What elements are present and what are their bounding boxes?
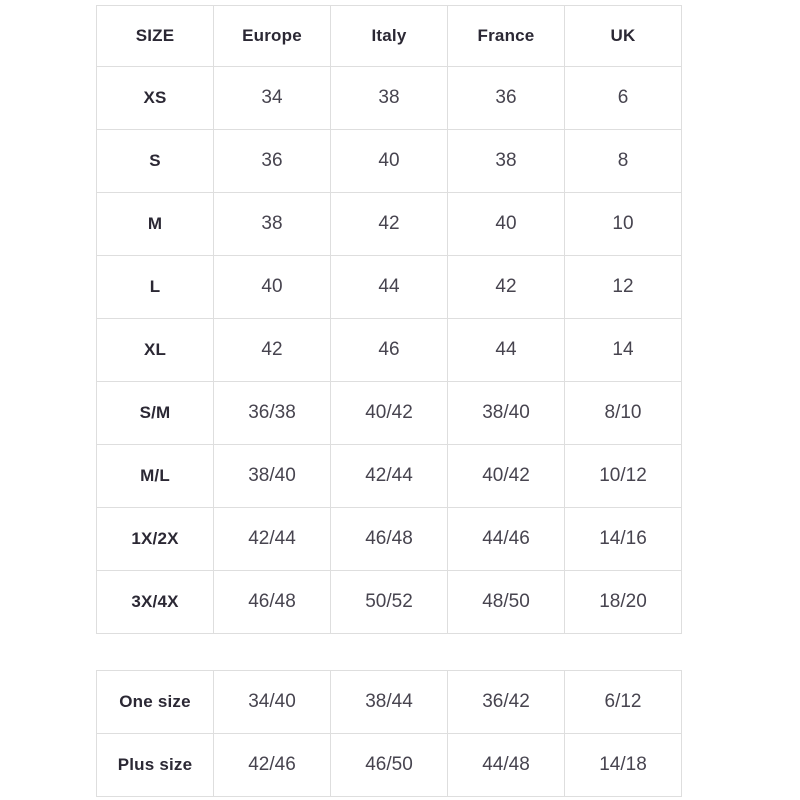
row-label: XL bbox=[96, 318, 214, 382]
cell-france: 44 bbox=[447, 318, 565, 382]
table-row: M/L 38/40 42/44 40/42 10/12 bbox=[96, 444, 682, 508]
row-label: 3X/4X bbox=[96, 570, 214, 634]
table-row: S 36 40 38 8 bbox=[96, 129, 682, 193]
cell-france: 38/40 bbox=[447, 381, 565, 445]
table-row: XL 42 46 44 14 bbox=[96, 318, 682, 382]
cell-europe: 42 bbox=[213, 318, 331, 382]
cell-france: 40/42 bbox=[447, 444, 565, 508]
row-label: One size bbox=[96, 670, 214, 734]
table-row: 1X/2X 42/44 46/48 44/46 14/16 bbox=[96, 507, 682, 571]
cell-france: 40 bbox=[447, 192, 565, 256]
cell-italy: 42/44 bbox=[330, 444, 448, 508]
table-row: One size 34/40 38/44 36/42 6/12 bbox=[96, 670, 682, 734]
cell-france: 44/46 bbox=[447, 507, 565, 571]
cell-italy: 44 bbox=[330, 255, 448, 319]
table-row: 3X/4X 46/48 50/52 48/50 18/20 bbox=[96, 570, 682, 634]
row-label: Plus size bbox=[96, 733, 214, 797]
column-header-size: SIZE bbox=[96, 5, 214, 67]
table-header-row: SIZE Europe Italy France UK bbox=[96, 5, 682, 67]
cell-europe: 34 bbox=[213, 66, 331, 130]
row-label: S/M bbox=[96, 381, 214, 445]
row-label: M/L bbox=[96, 444, 214, 508]
cell-france: 42 bbox=[447, 255, 565, 319]
column-header-italy: Italy bbox=[330, 5, 448, 67]
cell-uk: 6 bbox=[564, 66, 682, 130]
cell-france: 48/50 bbox=[447, 570, 565, 634]
cell-france: 44/48 bbox=[447, 733, 565, 797]
cell-uk: 6/12 bbox=[564, 670, 682, 734]
cell-europe: 42/44 bbox=[213, 507, 331, 571]
cell-uk: 10 bbox=[564, 192, 682, 256]
special-sizes-table: One size 34/40 38/44 36/42 6/12 Plus siz… bbox=[96, 670, 682, 797]
cell-italy: 46/48 bbox=[330, 507, 448, 571]
cell-italy: 42 bbox=[330, 192, 448, 256]
cell-europe: 36/38 bbox=[213, 381, 331, 445]
table-row: Plus size 42/46 46/50 44/48 14/18 bbox=[96, 733, 682, 797]
row-label: S bbox=[96, 129, 214, 193]
cell-europe: 42/46 bbox=[213, 733, 331, 797]
column-header-france: France bbox=[447, 5, 565, 67]
cell-uk: 12 bbox=[564, 255, 682, 319]
size-conversion-table: SIZE Europe Italy France UK XS 34 38 36 … bbox=[96, 5, 682, 634]
table-row: S/M 36/38 40/42 38/40 8/10 bbox=[96, 381, 682, 445]
column-header-uk: UK bbox=[564, 5, 682, 67]
cell-italy: 50/52 bbox=[330, 570, 448, 634]
table-row: XS 34 38 36 6 bbox=[96, 66, 682, 130]
cell-europe: 38 bbox=[213, 192, 331, 256]
cell-italy: 46/50 bbox=[330, 733, 448, 797]
cell-france: 38 bbox=[447, 129, 565, 193]
cell-france: 36/42 bbox=[447, 670, 565, 734]
cell-italy: 38 bbox=[330, 66, 448, 130]
cell-uk: 14/16 bbox=[564, 507, 682, 571]
cell-uk: 14 bbox=[564, 318, 682, 382]
row-label: 1X/2X bbox=[96, 507, 214, 571]
row-label: L bbox=[96, 255, 214, 319]
table-row: M 38 42 40 10 bbox=[96, 192, 682, 256]
row-label: M bbox=[96, 192, 214, 256]
cell-europe: 34/40 bbox=[213, 670, 331, 734]
row-label: XS bbox=[96, 66, 214, 130]
cell-italy: 38/44 bbox=[330, 670, 448, 734]
cell-uk: 8 bbox=[564, 129, 682, 193]
cell-france: 36 bbox=[447, 66, 565, 130]
cell-europe: 46/48 bbox=[213, 570, 331, 634]
cell-italy: 40 bbox=[330, 129, 448, 193]
cell-uk: 10/12 bbox=[564, 444, 682, 508]
column-header-europe: Europe bbox=[213, 5, 331, 67]
cell-italy: 46 bbox=[330, 318, 448, 382]
cell-europe: 40 bbox=[213, 255, 331, 319]
cell-uk: 18/20 bbox=[564, 570, 682, 634]
table-row: L 40 44 42 12 bbox=[96, 255, 682, 319]
cell-uk: 8/10 bbox=[564, 381, 682, 445]
cell-europe: 38/40 bbox=[213, 444, 331, 508]
cell-uk: 14/18 bbox=[564, 733, 682, 797]
cell-italy: 40/42 bbox=[330, 381, 448, 445]
cell-europe: 36 bbox=[213, 129, 331, 193]
